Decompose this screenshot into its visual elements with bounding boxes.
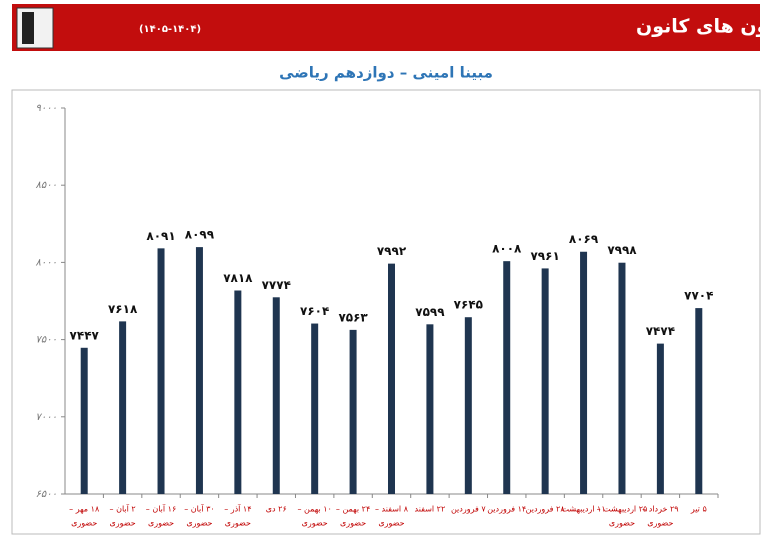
value-label: ۷۴۷۴: [646, 324, 675, 338]
value-label: ۷۸۱۸: [223, 271, 253, 285]
y-tick-label: ۷۰۰۰: [36, 412, 57, 423]
bar: [349, 329, 357, 494]
x-tick-label: ۷ فروردین: [451, 505, 486, 514]
header-band: [12, 4, 760, 51]
bar: [503, 261, 511, 494]
x-tick-label: ۱۴ فروردین: [487, 505, 526, 514]
x-tick-label: حضوری: [186, 519, 212, 528]
value-label: ۷۹۹۸: [607, 243, 637, 257]
x-tick-label: ۲۴ بهمن –: [336, 505, 370, 514]
x-tick-label: ۱۸ مهر –: [69, 505, 100, 514]
title-note: (۱۴۰۵-۱۴۰۴): [139, 24, 201, 35]
y-tick-label: ۹۰۰۰: [36, 103, 57, 114]
x-tick-label: ۲۵ اردیبهشت –: [597, 505, 648, 514]
bar: [656, 343, 664, 494]
x-tick-label: ۲ آبان –: [110, 504, 136, 514]
chart-frame: [11, 89, 761, 535]
x-tick-label: حضوری: [71, 519, 97, 528]
x-tick-label: ۲۲ اسفند: [415, 505, 446, 514]
x-tick-label: حضوری: [225, 519, 251, 528]
subtitle: مبینا امینی – دوازدهم ریاضی: [279, 64, 493, 82]
x-tick-label: ۳۰ آبان –: [184, 504, 214, 514]
value-label: ۷۶۴۵: [454, 298, 483, 312]
value-label: ۸۰۰۸: [492, 242, 522, 256]
logo-figure: [22, 12, 34, 44]
value-label: ۷۷۷۴: [262, 278, 291, 292]
value-label: ۸۰۹۹: [185, 228, 215, 242]
x-tick-label: ۱۱ اردیبهشت: [562, 505, 606, 514]
x-tick-label: ۲۸ فروردین: [526, 505, 566, 514]
x-tick-label: حضوری: [647, 519, 673, 528]
chart-title: نمودار تراز کل سال دوازدهم در آزمون های …: [636, 14, 772, 38]
value-label: ۷۹۶۱: [530, 249, 559, 263]
bar: [464, 317, 472, 494]
x-tick-label: ۸ اسفند –: [375, 505, 409, 514]
x-tick-label: حضوری: [609, 519, 635, 528]
x-tick-label: حضوری: [302, 519, 328, 528]
value-label: ۷۶۰۴: [300, 304, 329, 318]
value-label: ۸۰۶۹: [569, 232, 599, 246]
bar: [695, 308, 703, 494]
bar: [80, 347, 88, 494]
bar: [195, 247, 203, 494]
value-label: ۸۰۹۱: [146, 229, 175, 243]
x-tick-label: حضوری: [340, 519, 366, 528]
value-label: ۷۴۴۷: [70, 328, 100, 342]
x-tick-label: ۱۰ بهمن –: [298, 505, 332, 514]
bar: [157, 248, 165, 494]
y-tick-label: ۸۰۰۰: [36, 257, 57, 268]
y-tick-label: ۶۵۰۰: [36, 489, 57, 500]
bar: [618, 262, 626, 494]
bar: [311, 323, 319, 494]
x-tick-label: حضوری: [378, 519, 404, 528]
x-tick-label: ۱۴ آذر –: [224, 504, 251, 514]
bar: [272, 297, 280, 494]
bar: [580, 251, 588, 494]
value-label: ۷۷۰۴: [684, 289, 713, 303]
value-label: ۷۶۱۸: [108, 302, 138, 316]
x-tick-label: ۲۶ دی: [266, 505, 287, 514]
bar: [426, 324, 434, 494]
bar: [541, 268, 549, 494]
y-tick-label: ۷۵۰۰: [36, 335, 57, 346]
x-tick-label: ۲۹ خرداد –: [642, 505, 678, 514]
bar: [234, 290, 242, 494]
x-tick-label: حضوری: [148, 519, 174, 528]
value-label: ۷۵۶۳: [338, 310, 368, 324]
y-tick-label: ۸۵۰۰: [36, 180, 57, 191]
value-label: ۷۵۹۹: [415, 305, 445, 319]
x-tick-label: ۵ تیر: [690, 505, 707, 514]
value-label: ۷۹۹۲: [377, 244, 407, 258]
bar: [119, 321, 127, 494]
x-tick-label: ۱۶ آبان –: [146, 504, 176, 514]
bar: [388, 263, 395, 494]
x-tick-label: حضوری: [110, 519, 136, 528]
